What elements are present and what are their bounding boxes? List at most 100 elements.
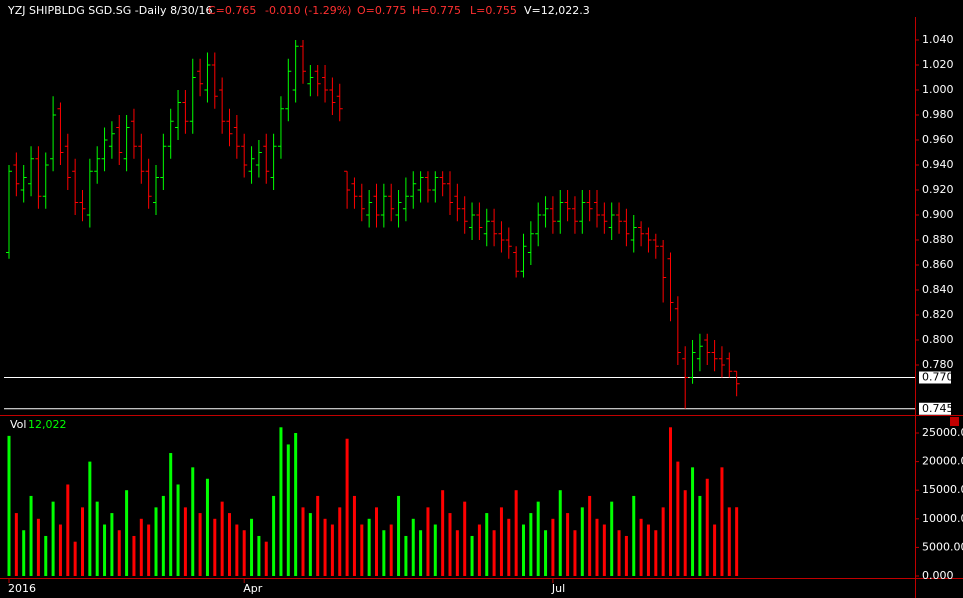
volume-bar [103,524,107,576]
volume-bar [183,507,187,576]
volume-bar [691,467,695,576]
volume-y-tick-label: 20000.0 [922,455,963,468]
volume-bar [330,524,334,576]
volume-bar [588,495,592,576]
volume-bar [426,507,430,576]
volume-bar [698,495,702,576]
volume-bar [301,507,305,576]
volume-bar [441,490,445,576]
volume-bar [639,518,643,576]
x-tick-label: 2016 [8,582,36,595]
volume-bar [558,490,562,576]
volume-bar [492,530,496,576]
volume-bar [250,518,254,576]
volume-bar [595,518,599,576]
volume-bar [81,507,84,576]
volume-bar [66,484,70,576]
y-tick-label: 0.880 [922,233,954,246]
volume-bar [308,513,312,576]
volume-bar [286,444,290,576]
volume-bar [110,513,114,576]
volume-bar [272,495,276,576]
y-tick-label: 1.040 [922,33,954,46]
volume-bar [389,524,393,576]
volume-bar [382,530,386,576]
y-tick-label: 0.840 [922,283,954,296]
volume-bar [58,524,62,576]
volume-bar [176,484,180,576]
volume-bar [36,518,40,576]
price-marker-label: 0.745 [922,402,954,415]
price-marker-box [919,371,951,384]
volume-bar [573,530,577,576]
volume-bar [360,524,364,576]
volume-bar [264,541,268,576]
volume-bar [419,530,423,576]
header-text: V=12,022.3 [524,4,590,17]
volume-bar [316,495,320,576]
volume-bar [228,513,231,576]
volume-bar [683,490,687,576]
volume-bar [676,461,680,576]
volume-bar [294,433,298,576]
volume-bar [161,495,165,576]
volume-bar [132,535,136,576]
x-tick-label: Apr [243,582,263,595]
volume-bar [44,535,48,576]
y-tick-label: 0.980 [922,108,954,121]
volume-bar [117,530,121,576]
volume-bar [646,524,650,576]
volume-bar [29,495,33,576]
volume-y-tick-label: 0.000 [922,569,954,582]
volume-bar [529,513,533,576]
volume-bar [602,524,606,576]
volume-y-tick-label: 5000.00 [922,540,963,553]
volume-y-tick-label: 10000.0 [922,512,963,525]
close-button[interactable] [950,417,959,426]
header-text: H=0.775 [412,4,461,17]
volume-bar [345,438,349,576]
volume-bar [411,518,415,576]
volume-bar [213,518,217,576]
volume-bar [551,518,555,576]
volume-bar [448,513,452,576]
volume-bar [154,507,158,576]
volume-bar [610,501,614,576]
volume-bar [566,513,570,576]
volume-bar [727,507,731,576]
x-tick-label: Jul [551,582,565,595]
volume-bar [139,518,143,576]
y-tick-label: 0.940 [922,158,954,171]
volume-bar [375,507,378,576]
header-text: C=0.765 [208,4,256,17]
price-marker-box [919,402,951,415]
volume-bar [235,524,239,576]
volume-bar [499,507,503,576]
volume-bar [220,501,224,576]
volume-bar [470,535,474,576]
volume-bar [352,495,356,576]
volume-bar [191,467,195,576]
y-tick-label: 1.000 [922,83,954,96]
volume-bar [7,435,11,576]
volume-bar [477,524,481,576]
volume-label: Vol [10,418,26,431]
y-tick-label: 0.920 [922,183,954,196]
volume-bar [323,518,327,576]
volume-bar [735,507,739,576]
volume-bar [169,453,173,576]
header-text: L=0.755 [470,4,517,17]
price-marker-label: 0.770 [922,371,954,384]
volume-bar [205,478,209,576]
volume-bar [544,530,548,576]
volume-bar [720,467,724,576]
volume-bar [125,490,129,576]
y-tick-label: 0.860 [922,258,954,271]
y-tick-label: 0.900 [922,208,954,221]
volume-bar [661,507,665,576]
volume-bar [198,513,202,576]
header-text: O=0.775 [357,4,406,17]
volume-bar [88,461,92,576]
